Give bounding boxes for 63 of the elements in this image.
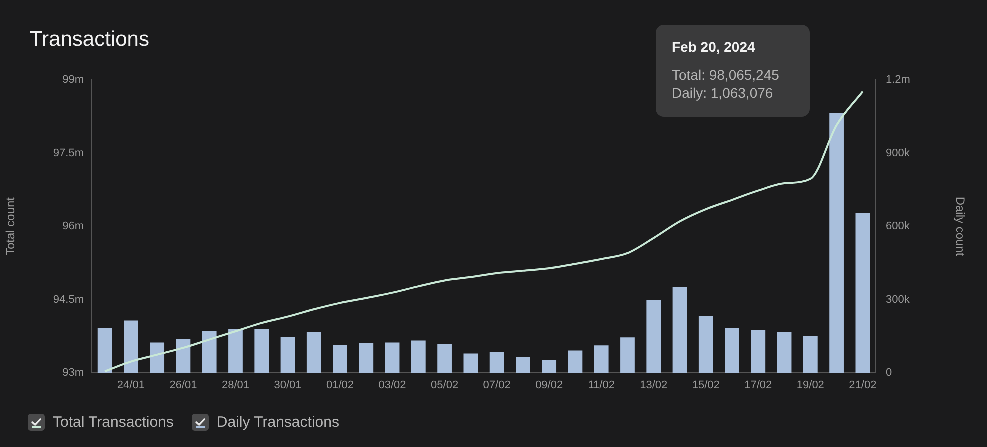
tooltip-box: Feb 20, 2024 Total: 98,065,245 Daily: 1,063,076 xyxy=(656,25,810,117)
bar xyxy=(568,350,583,373)
bar xyxy=(176,339,191,373)
bar xyxy=(751,330,766,373)
bar xyxy=(725,328,740,373)
y-axis-title: Total count xyxy=(4,196,18,256)
y2-axis-title: Daily count xyxy=(953,196,968,257)
bar xyxy=(411,340,426,373)
y2-tick-label: 900k xyxy=(886,147,910,160)
x-tick-label: 15/02 xyxy=(692,380,720,392)
chart-title: Transactions xyxy=(30,28,150,52)
bar xyxy=(359,343,374,373)
y2-tick-label: 600k xyxy=(886,220,910,233)
legend-label: Daily Transactions xyxy=(216,414,340,431)
x-tick-label: 05/02 xyxy=(431,380,459,392)
bar xyxy=(202,331,217,373)
y2-tick-label: 1.2m xyxy=(886,74,910,86)
x-tick-label: 26/01 xyxy=(170,380,198,392)
bar xyxy=(280,337,296,373)
bar xyxy=(803,336,818,373)
annotation: Daily: 1,063,076 xyxy=(672,85,774,101)
y2-tick-label: 0 xyxy=(886,367,892,380)
x-tick-label: 13/02 xyxy=(640,380,668,392)
bar xyxy=(777,332,792,373)
bar xyxy=(306,332,322,373)
bar xyxy=(228,329,243,373)
bar xyxy=(516,357,530,373)
bar xyxy=(672,287,688,373)
x-tick-label: 17/02 xyxy=(744,380,772,392)
bar xyxy=(254,329,270,373)
bar xyxy=(830,113,844,373)
x-tick-label: 01/02 xyxy=(326,380,354,392)
x-tick-label: 19/02 xyxy=(796,380,824,392)
bar xyxy=(150,342,165,373)
x-tick-label: 24/01 xyxy=(117,380,145,392)
bar xyxy=(98,328,112,373)
bar xyxy=(620,338,635,373)
bar xyxy=(856,213,870,373)
x-tick-label: 21/02 xyxy=(849,380,877,392)
bar xyxy=(124,320,138,373)
bar xyxy=(698,316,714,373)
x-tick-label: 09/02 xyxy=(536,380,564,392)
x-tick-label: 11/02 xyxy=(588,380,615,392)
bar xyxy=(438,344,452,373)
bar xyxy=(385,342,400,373)
bar xyxy=(333,345,348,373)
bar xyxy=(646,300,662,373)
bar xyxy=(594,346,609,373)
legend-label: Total Transactions xyxy=(53,414,174,431)
y-tick-label: 93m xyxy=(62,367,84,380)
y-tick-label: 97.5m xyxy=(53,147,84,160)
y2-tick-label: 300k xyxy=(886,294,910,306)
x-tick-label: 03/02 xyxy=(378,380,406,392)
y-tick-label: 99m xyxy=(62,74,84,86)
annotation: Total: 98,065,245 xyxy=(672,67,780,83)
bar xyxy=(542,360,557,373)
bar xyxy=(464,354,478,373)
x-tick-label: 28/01 xyxy=(222,380,250,392)
bar xyxy=(490,352,504,373)
x-tick-label: 30/01 xyxy=(274,380,302,392)
y-tick-label: 96m xyxy=(62,220,84,233)
x-tick-label: 07/02 xyxy=(483,380,511,392)
y-tick-label: 94.5m xyxy=(53,294,84,306)
